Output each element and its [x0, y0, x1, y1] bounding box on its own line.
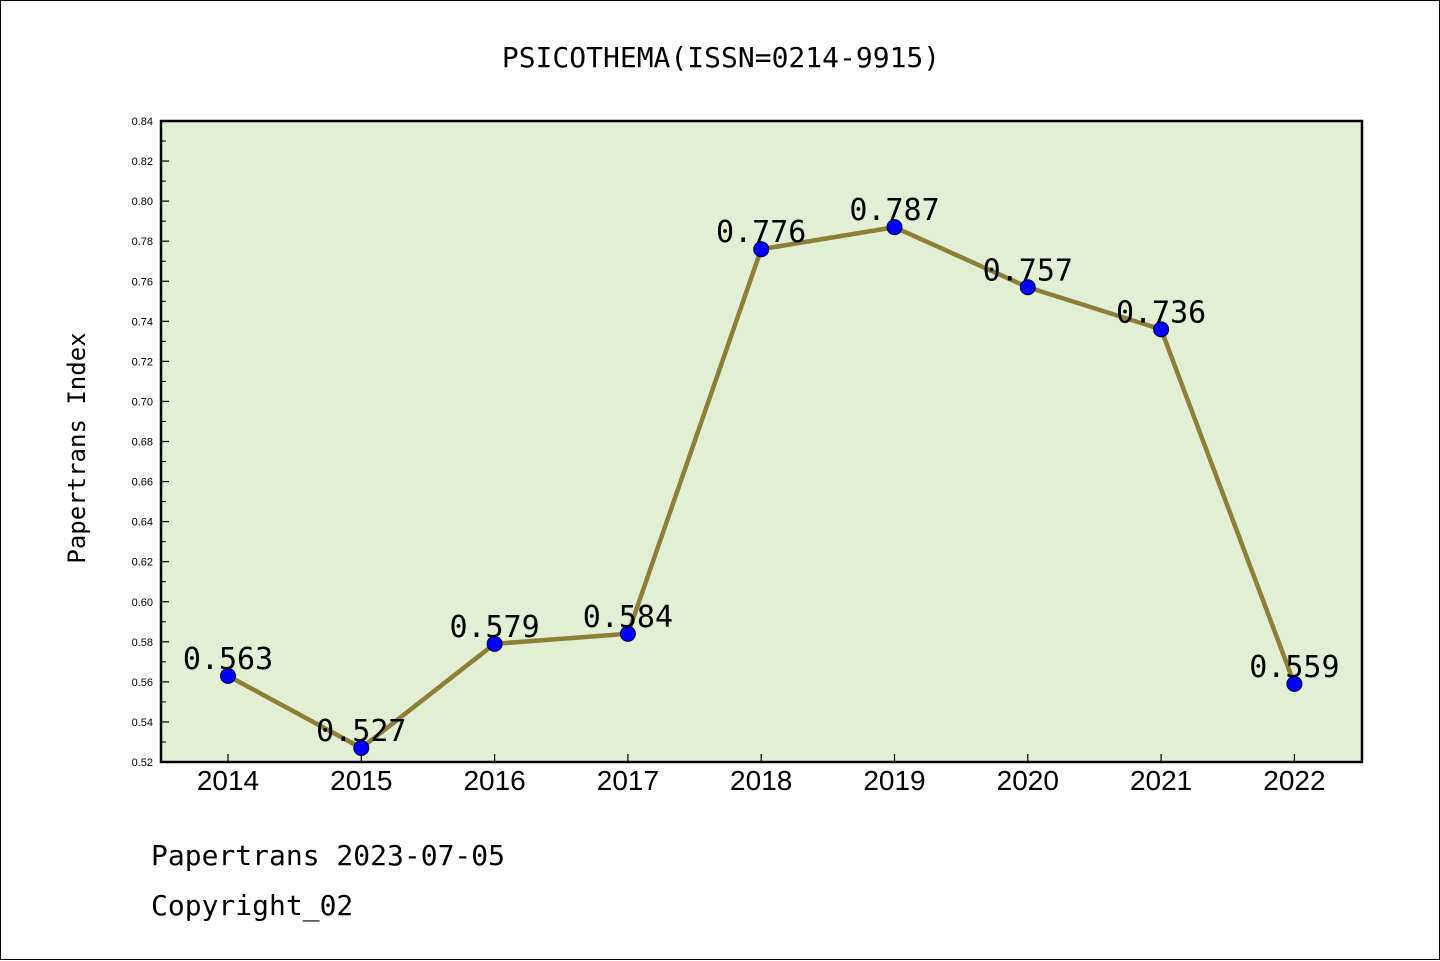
y-tick-label: 0.70 [132, 396, 153, 408]
y-tick-label: 0.82 [132, 156, 153, 168]
y-tick-label: 0.64 [132, 517, 153, 529]
data-label: 0.736 [1116, 295, 1206, 330]
y-tick-label: 0.76 [132, 276, 153, 288]
data-labels: 0.563 0.527 0.579 0.584 0.776 0.787 0.757 0.736… [183, 193, 1340, 749]
plot-border [159, 119, 1364, 764]
y-tick-label: 0.62 [132, 557, 153, 569]
y-axis: 0.52 0.54 0.56 0.58 0.60 0.62 0.64 0.66 0.68 0.70… [132, 116, 169, 769]
chart-title: PSICOTHEMA(ISSN=0214-9915) [502, 41, 940, 74]
footer-date: Papertrans 2023-07-05 [151, 839, 505, 872]
x-tick-label: 2018 [730, 765, 792, 796]
data-label: 0.757 [983, 253, 1073, 288]
y-tick-label: 0.52 [132, 757, 153, 769]
data-label: 0.787 [849, 193, 939, 228]
x-tick-label: 2016 [463, 765, 525, 796]
y-tick-label: 0.74 [132, 316, 153, 328]
x-tick-label: 2021 [1130, 765, 1192, 796]
x-tick-label: 2015 [330, 765, 392, 796]
data-point [619, 625, 636, 642]
x-tick-label: 2022 [1263, 765, 1325, 796]
x-tick-label: 2020 [997, 765, 1059, 796]
data-label: 0.563 [183, 642, 273, 677]
data-label: 0.559 [1249, 650, 1339, 685]
data-point [486, 635, 503, 652]
footer-copyright: Copyright_02 [151, 889, 353, 923]
x-tick-label: 2014 [197, 765, 259, 796]
data-label: 0.584 [583, 600, 673, 635]
y-tick-label: 0.56 [132, 677, 153, 689]
y-tick-label: 0.80 [132, 196, 153, 208]
y-tick-label: 0.60 [132, 597, 153, 609]
y-tick-label: 0.84 [132, 116, 153, 128]
y-tick-label: 0.58 [132, 637, 153, 649]
data-label: 0.776 [716, 215, 806, 250]
data-point [1019, 279, 1036, 296]
data-point [1286, 675, 1303, 692]
y-tick-label: 0.66 [132, 477, 153, 489]
data-label: 0.527 [316, 714, 406, 749]
series-markers [220, 219, 1303, 756]
data-point [1153, 321, 1170, 338]
data-point [753, 241, 770, 258]
data-point [220, 667, 236, 684]
data-point [886, 219, 903, 236]
plot-area [161, 121, 1362, 762]
data-point [353, 739, 370, 756]
x-tick-label: 2017 [597, 765, 659, 796]
y-tick-label: 0.54 [132, 717, 153, 729]
y-axis-label: Papertrans Index [63, 332, 91, 563]
x-axis: 2014 2015 2016 2017 2018 2019 2020 2021 2022 [197, 754, 1326, 796]
y-tick-label: 0.72 [132, 356, 153, 368]
y-tick-label: 0.68 [132, 437, 153, 449]
y-tick-label: 0.78 [132, 236, 153, 248]
data-label: 0.579 [449, 610, 539, 645]
x-tick-label: 2019 [863, 765, 925, 796]
